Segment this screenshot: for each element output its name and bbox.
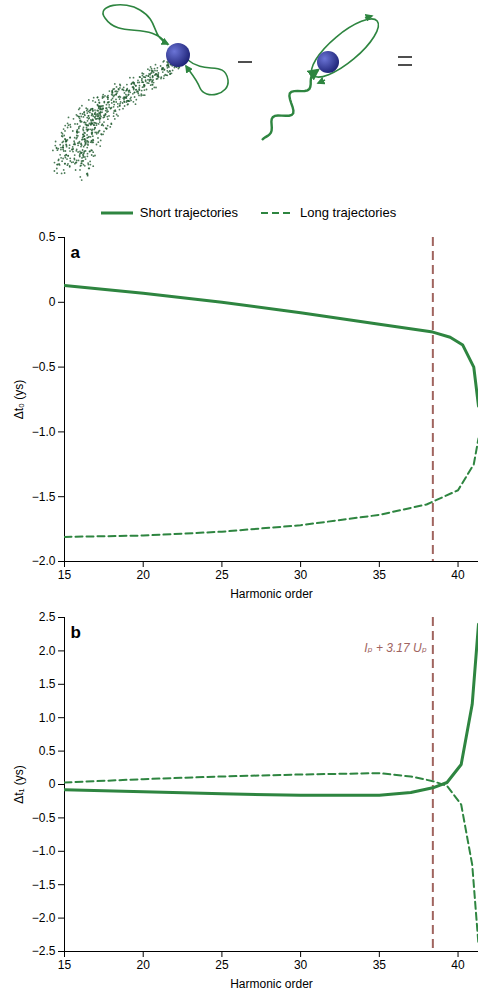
svg-text:35: 35 (373, 958, 387, 972)
svg-text:30: 30 (294, 568, 308, 582)
svg-text:25: 25 (215, 568, 229, 582)
svg-text:0.5: 0.5 (39, 230, 56, 244)
svg-text:−0.5: −0.5 (32, 360, 56, 374)
svg-text:−1.0: −1.0 (32, 425, 56, 439)
svg-text:Iₚ + 3.17 Uₚ: Iₚ + 3.17 Uₚ (364, 641, 427, 655)
svg-text:Harmonic order: Harmonic order (230, 977, 313, 991)
svg-text:15: 15 (58, 958, 72, 972)
svg-text:0.5: 0.5 (39, 744, 56, 758)
svg-text:0: 0 (49, 777, 56, 791)
html-text:Short trajectories: Short trajectories (139, 205, 239, 220)
svg-text:30: 30 (294, 958, 308, 972)
svg-text:15: 15 (58, 568, 72, 582)
svg-text:40: 40 (451, 958, 465, 972)
svg-text:35: 35 (373, 568, 387, 582)
svg-text:20: 20 (137, 958, 151, 972)
svg-text:Harmonic order: Harmonic order (230, 587, 313, 601)
svg-text:−0.5: −0.5 (32, 811, 56, 825)
svg-text:1.0: 1.0 (39, 711, 56, 725)
svg-text:2.0: 2.0 (39, 644, 56, 658)
svg-text:Δt₁ (ys): Δt₁ (ys) (12, 765, 26, 804)
svg-text:a: a (71, 243, 81, 262)
svg-text:−1.5: −1.5 (32, 878, 56, 892)
svg-text:25: 25 (215, 958, 229, 972)
svg-text:20: 20 (137, 568, 151, 582)
html-text:Long trajectories: Long trajectories (300, 205, 397, 220)
svg-text:−1.0: −1.0 (32, 844, 56, 858)
svg-text:b: b (71, 623, 81, 642)
svg-text:2.5: 2.5 (39, 610, 56, 624)
svg-text:Δt₀ (ys): Δt₀ (ys) (12, 380, 26, 420)
svg-text:−2.5: −2.5 (32, 944, 56, 958)
svg-text:40: 40 (451, 568, 465, 582)
svg-text:0: 0 (49, 295, 56, 309)
svg-text:1.5: 1.5 (39, 677, 56, 691)
svg-text:−1.5: −1.5 (32, 490, 56, 504)
svg-text:−2.0: −2.0 (32, 554, 56, 568)
svg-text:−2.0: −2.0 (32, 911, 56, 925)
